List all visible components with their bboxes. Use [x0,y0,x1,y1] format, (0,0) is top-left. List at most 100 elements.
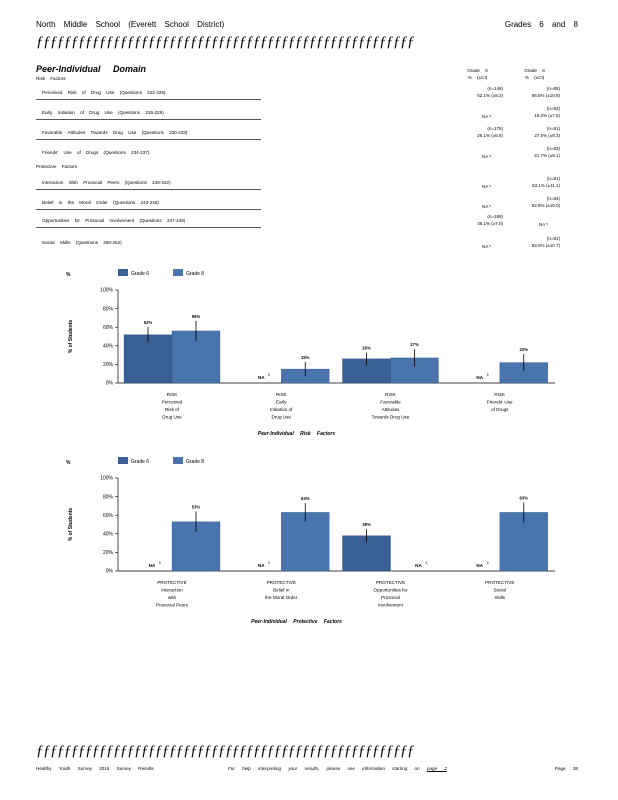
bar-na-footnote: 5 [159,561,161,565]
bar-na-label: NA [415,563,422,568]
y-tick-label: 60% [103,325,114,331]
x-category-label: Risk of [165,407,180,412]
g8-sample-size: (n=91) [546,126,560,131]
na-text: NA [482,154,489,159]
na-footnote-mark: 5 [546,222,548,226]
risk-section-label: Risk Factors [36,76,66,81]
x-category-label: RISK [385,392,397,397]
y-tick-label: 0% [106,569,114,575]
g8-sample-size: (n=83) [546,146,560,151]
na-text: NA [482,244,489,249]
factor-row-label: Favorable Attitudes Towards Drug Use (Qu… [42,130,188,135]
g8-percent-value: 21.7% (±9.1) [534,153,560,158]
col-header-g6-grade: Grade 6 [467,68,488,73]
factor-row-label: Belief in the Moral Order (Questions 243… [42,200,159,205]
bar-value-label: 22% [520,347,529,352]
x-category-label: PROTECTIVE [485,580,514,585]
bar-value-label: 52% [144,320,153,325]
x-category-label: Towards Drug Use [372,415,410,420]
x-category-label: Social [493,588,506,593]
report-header-right: Grades 6 and 8 [504,20,578,29]
bar-value-label: 38% [362,522,371,527]
col-header-g8-stat: % (±CI) [524,75,545,80]
ornament-rule-top: ƒƒƒƒƒƒƒƒƒƒƒƒƒƒƒƒƒƒƒƒƒƒƒƒƒƒƒƒƒƒƒƒƒƒƒƒƒƒƒƒ… [36,34,415,50]
factor-row-label: Opportunities for Prosocial Involvement … [42,218,186,223]
x-category-label: RISK [276,392,288,397]
bar-na-label: NA [258,563,265,568]
g8-percent-value: 63.0% (±10.7) [531,243,560,248]
factor-row-label: Interaction With Prosocial Peers (Questi… [42,180,171,185]
y-tick-label: 40% [103,344,114,350]
bar-na-label: NA [149,563,156,568]
g6-sample-size: (n=189) [487,214,503,219]
bar-value-label: 56% [192,314,201,319]
g6-not-available: NA 5 [455,244,491,249]
x-category-label: Opportunities for [374,588,408,593]
footer-page-number: Page 38 [554,766,578,771]
g6-not-available: NA 5 [455,184,491,189]
na-footnote-mark: 5 [489,184,491,188]
bar-value-label: 63% [301,496,310,501]
x-category-label: Belief in [273,588,290,593]
g6-sample-size: (n=146) [487,86,503,91]
bar-na-footnote: 5 [268,373,270,377]
chart-title: Peer-Individual Risk Factors [258,431,335,437]
factor-row-label: Social Skills (Questions 250-252) [42,240,122,245]
bar-na-footnote: 5 [426,561,428,565]
legend-marker: % [66,272,71,278]
bar-grade6 [123,334,173,384]
row-separator [36,227,261,228]
row-separator [36,99,261,100]
legend-swatch-grade6 [118,269,128,276]
legend-swatch-grade8 [173,457,183,464]
chart-title: Peer-Individual Protective Factors [251,619,342,625]
x-category-label: Early [276,400,287,405]
y-axis-label: % of Students [68,320,74,354]
x-category-label: PROTECTIVE [157,580,186,585]
x-category-label: PROTECTIVE [376,580,405,585]
bar-value-label: 15% [301,355,310,360]
bar-value-label: 63% [520,495,529,500]
legend-label: Grade 6 [131,271,149,277]
g6-percent-value: 26.1% (±6.6) [477,133,503,138]
g8-sample-size: (n=81) [546,176,560,181]
x-category-label: Skills [494,595,505,600]
x-category-label: PROTECTIVE [267,580,296,585]
g8-sample-size: (n=85) [546,86,560,91]
x-category-label: Perceived [162,400,183,405]
g6-sample-size: (n=176) [487,126,503,131]
y-tick-label: 20% [103,550,114,556]
protective-section-label: Protective Factors [36,164,78,169]
na-footnote-mark: 5 [489,244,491,248]
legend-swatch-grade8 [173,269,183,276]
factor-row-label: Perceived Risk of Drug Use (Questions 22… [42,90,166,95]
legend-label: Grade 8 [186,459,204,465]
bar-na-footnote: 5 [487,373,489,377]
legend-marker: % [66,460,71,466]
bar-na-footnote: 5 [268,561,270,565]
na-footnote-mark: 5 [489,204,491,208]
x-category-label: the Moral Order [265,595,298,600]
na-footnote-mark: 5 [489,114,491,118]
row-separator [36,189,261,190]
row-separator [36,209,261,210]
footer-survey-name: Healthy Youth Survey 2016 Survey Results [36,766,154,771]
x-category-label: with [168,595,177,600]
y-tick-label: 100% [100,288,113,294]
na-text: NA [539,222,546,227]
x-category-label: Initiation of [270,407,293,412]
y-axis-label: % of Students [68,508,74,542]
y-tick-label: 60% [103,513,114,519]
x-category-label: RISK [167,392,179,397]
footer-page-link[interactable]: page 2 [426,766,447,771]
x-category-label: Prosocial [381,595,400,600]
bar-value-label: 53% [192,504,201,509]
y-tick-label: 100% [100,476,113,482]
legend-swatch-grade6 [118,457,128,464]
x-category-label: RISK [494,392,506,397]
x-category-label: Involvement [378,603,403,608]
col-header-g6-stat: % (±CI) [467,75,488,80]
footer-help-text: For help interpreting your results, plea… [228,766,447,771]
bar-na-label: NA [476,563,483,568]
bar-na-footnote: 5 [487,561,489,565]
